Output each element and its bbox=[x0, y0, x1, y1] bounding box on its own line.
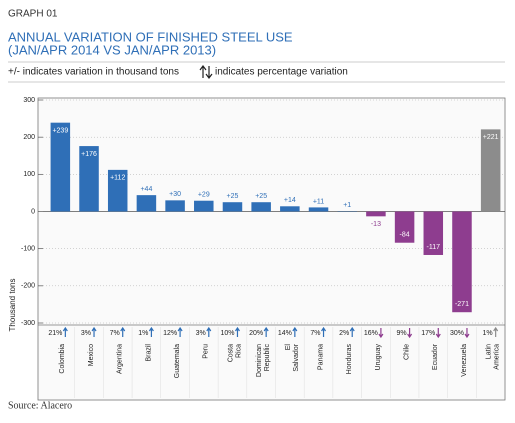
bar bbox=[223, 202, 243, 211]
percent-label: 7% bbox=[110, 330, 120, 337]
percent-label: 21% bbox=[48, 330, 62, 337]
bar bbox=[280, 206, 300, 211]
percent-label: 2% bbox=[339, 330, 349, 337]
value-label: +176 bbox=[81, 151, 97, 158]
percent-label: 7% bbox=[310, 330, 320, 337]
y-axis-title: Thousand tons bbox=[8, 279, 17, 332]
bar bbox=[165, 200, 185, 211]
value-label: +239 bbox=[52, 128, 68, 135]
value-label: +221 bbox=[483, 134, 499, 141]
bar bbox=[194, 201, 214, 212]
value-label: +30 bbox=[169, 191, 181, 198]
y-tick-label: 300 bbox=[23, 97, 35, 104]
x-tick-label: DominicanRepublic bbox=[256, 344, 271, 378]
percent-label: 1% bbox=[483, 330, 493, 337]
bar bbox=[137, 195, 157, 211]
bar bbox=[481, 129, 501, 211]
y-tick-label: 100 bbox=[23, 171, 35, 178]
value-label: +11 bbox=[313, 198, 324, 205]
value-label: +1 bbox=[343, 202, 351, 209]
bar bbox=[251, 202, 271, 211]
x-tick-label: Venezuela bbox=[461, 344, 468, 377]
y-tick-label: -200 bbox=[21, 283, 35, 290]
x-tick-label: Colombia bbox=[59, 344, 66, 374]
value-label: +25 bbox=[227, 193, 239, 200]
percent-label: 20% bbox=[249, 330, 263, 337]
y-tick-label: 0 bbox=[31, 208, 35, 215]
bar bbox=[366, 212, 386, 217]
legend-arrows bbox=[200, 66, 212, 78]
y-tick-label: -300 bbox=[21, 320, 35, 327]
percent-label: 12% bbox=[163, 330, 177, 337]
value-label: -84 bbox=[400, 232, 410, 239]
percent-label: 16% bbox=[364, 330, 378, 337]
bar bbox=[51, 123, 71, 212]
y-tick-label: 200 bbox=[23, 134, 35, 141]
value-label: -271 bbox=[455, 301, 469, 308]
chart-subtitle: (JAN/APR 2014 VS JAN/APR 2013) bbox=[8, 42, 216, 57]
source: Source: Alacero bbox=[8, 400, 72, 411]
percent-label: 9% bbox=[396, 330, 406, 337]
bar bbox=[452, 212, 472, 313]
value-label: +14 bbox=[284, 197, 296, 204]
value-label: +29 bbox=[198, 192, 210, 199]
percent-label: 10% bbox=[220, 330, 234, 337]
x-tick-label: Peru bbox=[203, 344, 210, 359]
percent-label: 3% bbox=[196, 330, 206, 337]
percent-label: 14% bbox=[278, 330, 292, 337]
value-label: -117 bbox=[427, 244, 441, 251]
percent-label: 30% bbox=[450, 330, 464, 337]
x-tick-label: Brazil bbox=[145, 344, 152, 362]
percent-label: 1% bbox=[138, 330, 148, 337]
x-tick-label: Argentina bbox=[117, 344, 124, 374]
percent-label: 17% bbox=[421, 330, 435, 337]
x-tick-label: Ecuador bbox=[432, 343, 439, 370]
value-label: +44 bbox=[140, 186, 152, 193]
value-label: +25 bbox=[255, 193, 267, 200]
y-tick-label: -100 bbox=[21, 246, 35, 253]
graph-label: GRAPH 01 bbox=[8, 9, 58, 20]
x-tick-label: Mexico bbox=[88, 344, 95, 366]
legend-variation: +/- indicates variation in thousand tons bbox=[8, 67, 179, 78]
value-label: +112 bbox=[110, 175, 125, 182]
x-tick-label: Panama bbox=[317, 344, 324, 370]
x-tick-label: Honduras bbox=[346, 344, 353, 375]
x-tick-label: Guatemala bbox=[174, 344, 181, 378]
x-tick-label: Chile bbox=[403, 344, 410, 360]
x-tick-label: Uruguay bbox=[375, 344, 382, 371]
bar bbox=[309, 207, 329, 211]
percent-label: 3% bbox=[81, 330, 91, 337]
legend-percentage: indicates percentage variation bbox=[215, 67, 348, 78]
value-label: -13 bbox=[371, 221, 381, 228]
